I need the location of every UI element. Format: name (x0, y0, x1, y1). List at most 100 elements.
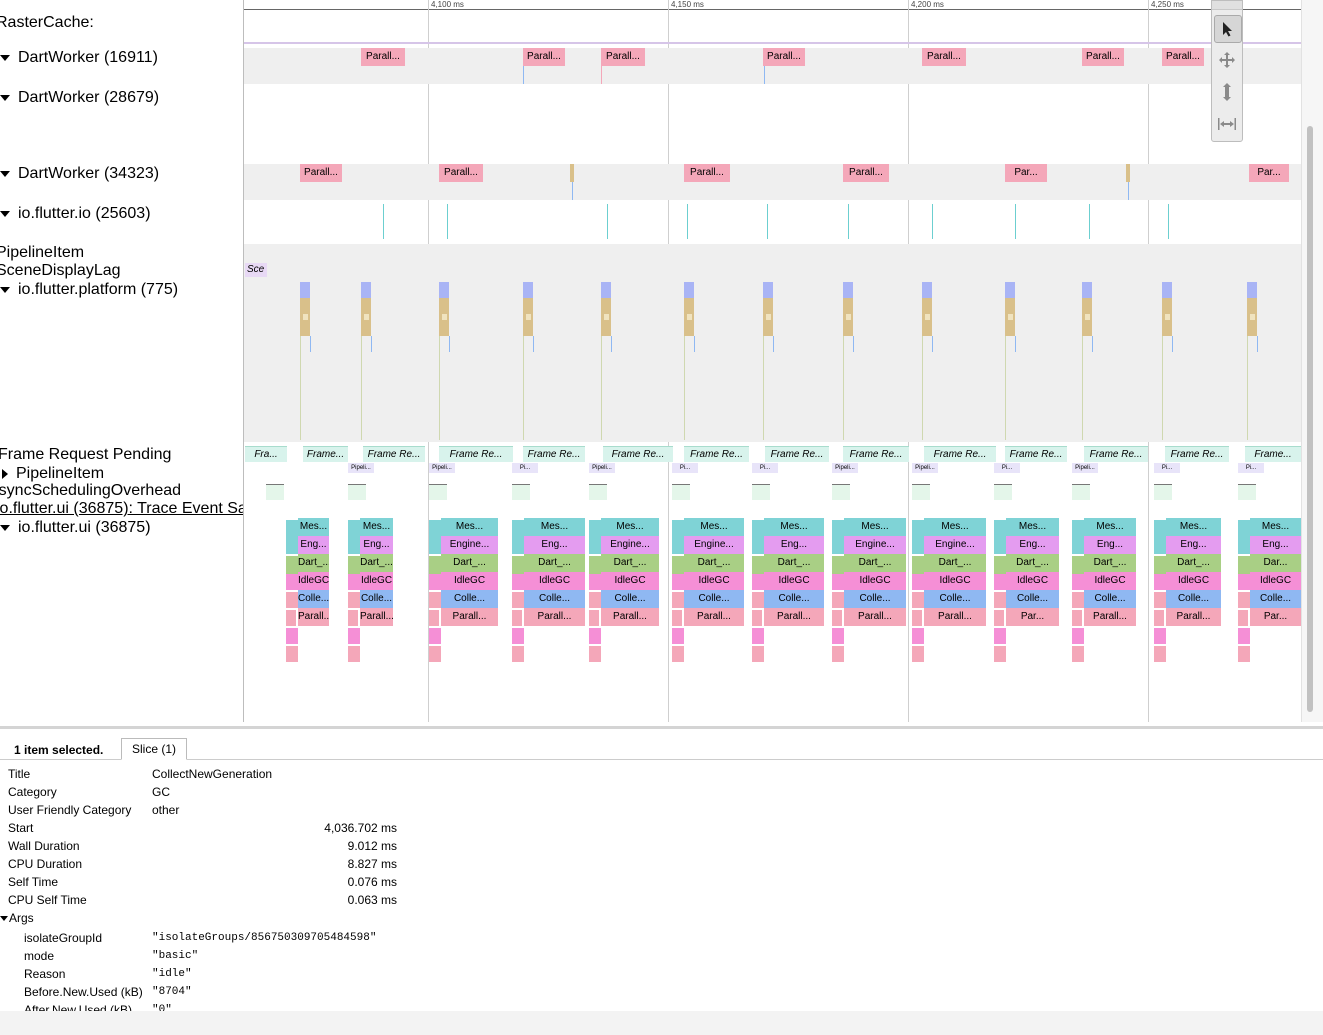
trace-slice[interactable]: Engine... (924, 536, 986, 554)
trace-slice[interactable]: Par... (1250, 608, 1301, 626)
track-label-trace-event-samples[interactable]: io.flutter.ui (36875): Trace Event Sampl… (0, 500, 243, 517)
track-dart-worker-2[interactable]: DartWorker (28679) (0, 89, 159, 107)
trace-slice-marker[interactable] (439, 336, 440, 440)
trace-slice[interactable]: Engine... (684, 536, 744, 554)
trace-slice[interactable]: Dart_... (298, 554, 329, 572)
trace-slice-marker[interactable] (1154, 520, 1166, 554)
trace-slice-marker[interactable] (589, 592, 601, 608)
trace-slice-marker[interactable] (589, 484, 607, 485)
trace-slice[interactable]: Pi... (994, 463, 1020, 473)
trace-slice[interactable]: IdleGC (1084, 572, 1136, 590)
trace-slice-marker[interactable] (512, 592, 524, 608)
trace-slice[interactable]: Eng... (298, 536, 329, 554)
trace-slice-marker[interactable] (752, 628, 764, 644)
trace-slice-marker[interactable] (526, 314, 531, 320)
trace-slice-marker[interactable] (523, 282, 533, 298)
trace-slice-marker[interactable] (912, 520, 924, 554)
trace-slice-marker[interactable] (922, 282, 932, 298)
trace-slice-marker[interactable] (371, 336, 372, 352)
selection-tool-button[interactable] (1214, 15, 1242, 43)
trace-slice[interactable]: Mes... (524, 518, 585, 536)
trace-slice-marker[interactable] (533, 336, 534, 352)
trace-slice-marker[interactable] (286, 520, 298, 554)
trace-slice-marker[interactable] (1154, 574, 1166, 590)
trace-slice-marker[interactable] (766, 314, 771, 320)
trace-slice[interactable]: Par... (1005, 164, 1047, 182)
trace-slice[interactable]: Frame Re... (765, 446, 829, 462)
scrollbar-thumb[interactable] (1307, 126, 1313, 712)
trace-slice-marker[interactable] (429, 574, 441, 590)
trace-slice-marker[interactable] (1085, 314, 1090, 320)
trace-slice-marker[interactable] (1154, 610, 1164, 626)
trace-slice[interactable]: IdleGC (1250, 572, 1301, 590)
trace-slice[interactable]: Eng... (524, 536, 585, 554)
trace-slice-marker[interactable] (1168, 204, 1169, 239)
trace-slice-marker[interactable] (1072, 484, 1090, 485)
trace-slice[interactable]: Pipeli... (589, 463, 615, 473)
trace-slice-marker[interactable] (1092, 336, 1093, 352)
trace-slice[interactable]: IdleGC (601, 572, 659, 590)
trace-slice-marker[interactable] (752, 646, 764, 662)
trace-slice[interactable]: Par... (1249, 164, 1289, 182)
trace-slice[interactable]: IdleGC (441, 572, 498, 590)
trace-slice-marker[interactable] (429, 592, 441, 608)
toolbox-grip[interactable] (1212, 1, 1242, 10)
trace-slice-marker[interactable] (429, 628, 441, 644)
trace-slice[interactable]: Parall... (1162, 48, 1204, 66)
trace-slice-marker[interactable] (1072, 520, 1084, 554)
trace-slice[interactable]: Eng... (1250, 536, 1301, 554)
trace-slice[interactable]: IdleGC (298, 572, 329, 590)
trace-slice[interactable]: Mes... (298, 518, 329, 536)
trace-slice-marker[interactable] (1072, 592, 1084, 608)
trace-slice-marker[interactable] (604, 314, 609, 320)
trace-slice-marker[interactable] (348, 556, 360, 574)
trace-slice-marker[interactable] (361, 336, 362, 440)
trace-slice[interactable]: IdleGC (764, 572, 824, 590)
trace-slice-marker[interactable] (832, 484, 850, 500)
trace-slice-marker[interactable] (672, 556, 684, 574)
trace-slice-marker[interactable] (512, 484, 530, 485)
trace-slice-marker[interactable] (672, 628, 684, 644)
collapse-triangle-icon[interactable] (0, 286, 10, 293)
trace-slice[interactable]: Engine... (844, 536, 906, 554)
trace-slice-marker[interactable] (773, 336, 774, 352)
trace-slice-marker[interactable] (1238, 610, 1248, 626)
trace-slice[interactable]: Frame... (1245, 446, 1301, 462)
track-ui-thread[interactable]: io.flutter.ui (36875) (0, 519, 151, 537)
trace-slice[interactable]: IdleGC (844, 572, 906, 590)
trace-slice-marker[interactable] (266, 484, 284, 500)
trace-slice-marker[interactable] (832, 646, 844, 662)
trace-slice-marker[interactable] (1072, 610, 1082, 626)
trace-slice-marker[interactable] (286, 646, 298, 662)
trace-slice-marker[interactable] (932, 204, 933, 239)
trace-slice-marker[interactable] (752, 484, 770, 500)
trace-slice[interactable]: Parall... (844, 608, 906, 626)
trace-slice-marker[interactable] (912, 484, 930, 485)
trace-slice-marker[interactable] (348, 592, 360, 608)
trace-slice-marker[interactable] (512, 520, 524, 554)
trace-slice[interactable]: Dart_... (360, 554, 393, 572)
trace-slice-marker[interactable] (912, 592, 924, 608)
trace-slice-marker[interactable] (752, 556, 764, 574)
pan-tool-button[interactable] (1214, 47, 1240, 73)
trace-slice-marker[interactable] (589, 628, 601, 644)
trace-slice-marker[interactable] (364, 314, 369, 320)
trace-slice[interactable]: Dart_... (1006, 554, 1059, 572)
trace-slice-marker[interactable] (672, 610, 682, 626)
trace-slice-marker[interactable] (589, 610, 599, 626)
trace-slice[interactable]: IdleGC (684, 572, 744, 590)
trace-slice[interactable]: Fra... (245, 446, 287, 462)
trace-slice[interactable]: Mes... (684, 518, 744, 536)
trace-slice[interactable]: Parall... (523, 48, 565, 66)
trace-slice[interactable]: Dart_... (1084, 554, 1136, 572)
trace-slice[interactable]: Frame Re... (1084, 446, 1148, 462)
trace-slice[interactable]: Dart_... (844, 554, 906, 572)
trace-slice-marker[interactable] (589, 574, 601, 590)
trace-slice[interactable]: Parall... (300, 164, 342, 182)
trace-slice-marker[interactable] (832, 484, 850, 485)
trace-slice[interactable]: Dart_... (601, 554, 659, 572)
trace-slice-marker[interactable] (1126, 164, 1130, 182)
trace-slice[interactable]: Colle... (764, 590, 824, 608)
trace-slice-marker[interactable] (570, 164, 574, 182)
trace-slice-marker[interactable] (832, 592, 844, 608)
